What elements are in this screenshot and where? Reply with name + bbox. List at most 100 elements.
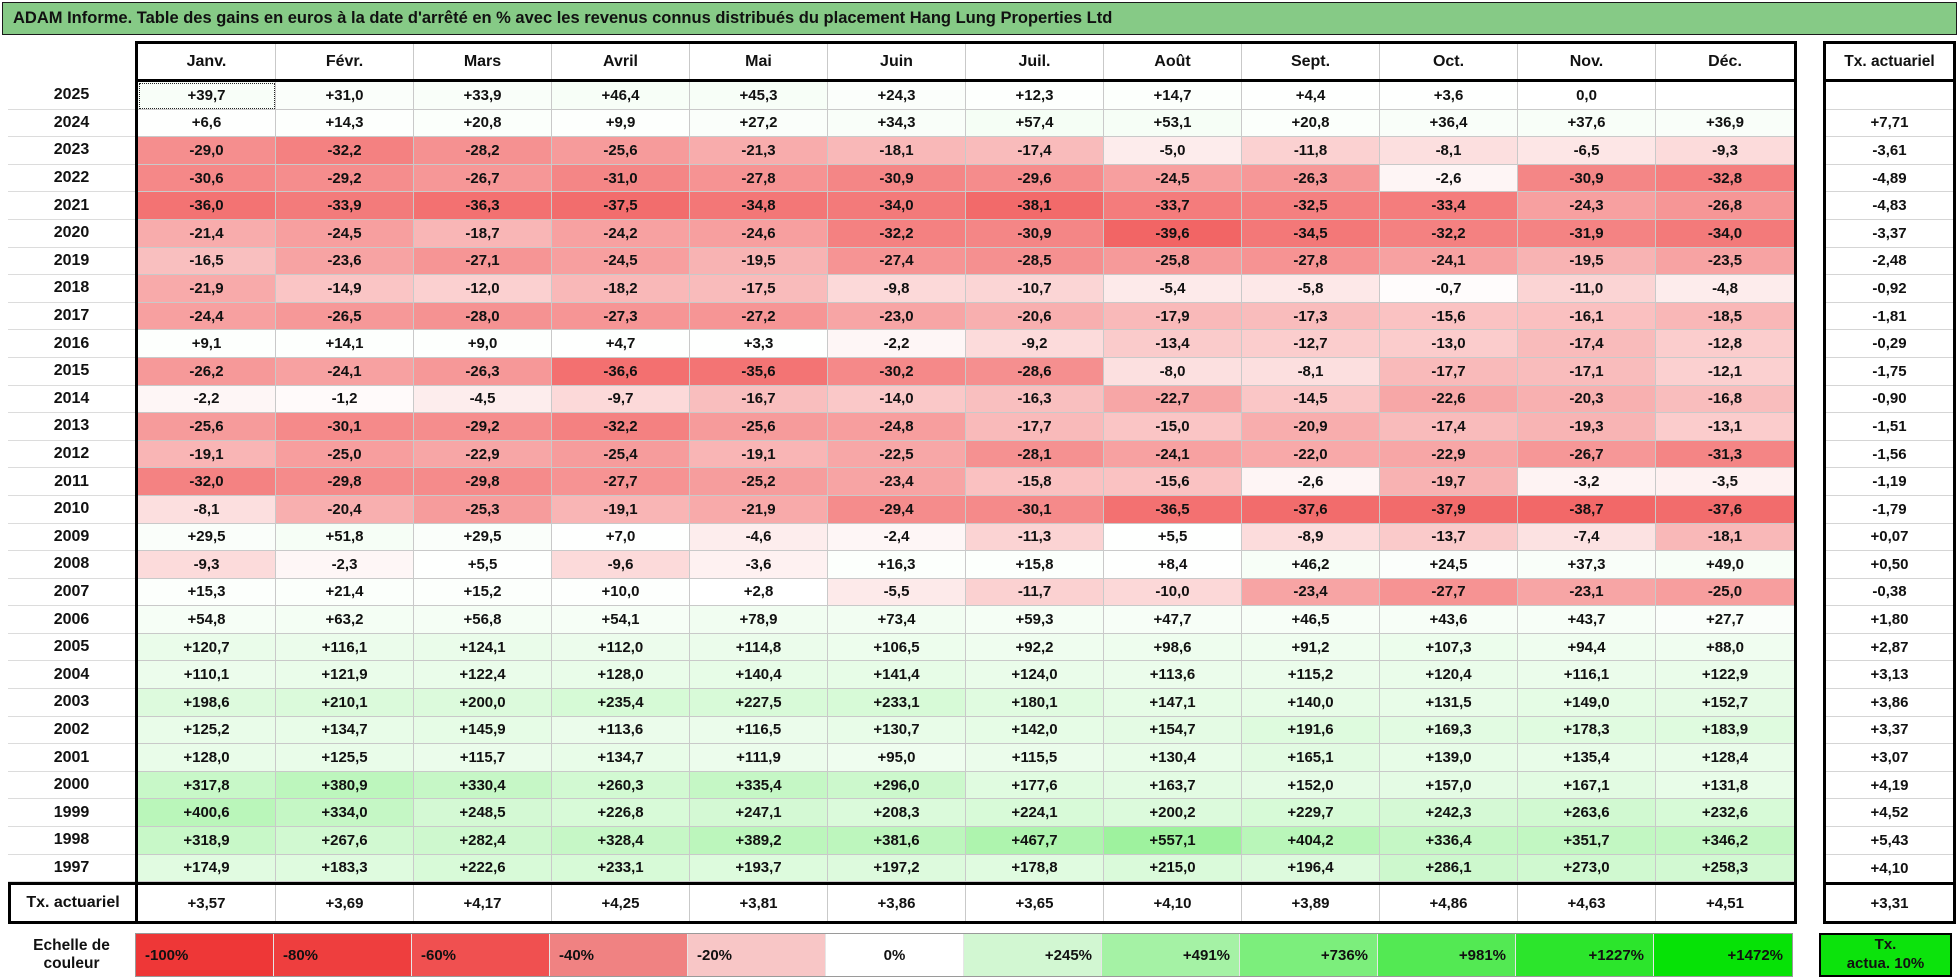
gain-cell[interactable]: -32,5: [1242, 192, 1380, 220]
gain-cell[interactable]: -27,1: [414, 247, 552, 276]
gain-cell[interactable]: -5,5: [828, 578, 966, 607]
gain-cell[interactable]: +296,0: [828, 771, 966, 800]
gain-cell[interactable]: -8,0: [1104, 357, 1242, 386]
gain-cell[interactable]: -4,6: [690, 523, 828, 552]
gain-cell[interactable]: -22,6: [1380, 385, 1518, 414]
tx-actuariel-cell[interactable]: +2,87: [1826, 634, 1953, 662]
gain-cell[interactable]: +286,1: [1380, 854, 1518, 883]
tx-actuariel-cell[interactable]: -1,79: [1826, 496, 1953, 524]
gain-cell[interactable]: +34,3: [828, 109, 966, 138]
gain-cell[interactable]: -24,1: [1104, 440, 1242, 469]
gain-cell[interactable]: +15,3: [138, 578, 276, 607]
tx-actuariel-cell[interactable]: -1,19: [1826, 468, 1953, 496]
gain-cell[interactable]: +183,3: [276, 854, 414, 883]
gain-cell[interactable]: +43,6: [1380, 606, 1518, 634]
gain-cell[interactable]: -26,7: [414, 164, 552, 193]
gain-cell[interactable]: +111,9: [690, 744, 828, 772]
gain-cell[interactable]: +122,9: [1656, 661, 1794, 690]
gain-cell[interactable]: -24,5: [1104, 164, 1242, 193]
gain-cell[interactable]: +24,5: [1380, 551, 1518, 579]
gain-cell[interactable]: +135,4: [1518, 744, 1656, 772]
gain-cell[interactable]: -16,7: [690, 385, 828, 414]
gain-cell[interactable]: +2,8: [690, 578, 828, 607]
gain-cell[interactable]: +235,4: [552, 689, 690, 717]
gain-cell[interactable]: +9,1: [138, 330, 276, 358]
gain-cell[interactable]: -15,6: [1380, 302, 1518, 331]
footer-tx-cell[interactable]: +4,86: [1380, 885, 1518, 922]
gain-cell[interactable]: +107,3: [1380, 633, 1518, 662]
gain-cell[interactable]: +37,6: [1518, 109, 1656, 138]
gain-cell[interactable]: +5,5: [1104, 523, 1242, 552]
footer-tx-cell[interactable]: +3,69: [276, 885, 414, 922]
gain-cell[interactable]: -30,1: [276, 413, 414, 441]
gain-cell[interactable]: -33,4: [1380, 192, 1518, 220]
tx-actuariel-cell[interactable]: -0,29: [1826, 330, 1953, 358]
gain-cell[interactable]: -2,4: [828, 523, 966, 552]
gain-cell[interactable]: -31,9: [1518, 219, 1656, 248]
gain-cell[interactable]: -2,6: [1380, 164, 1518, 193]
gain-cell[interactable]: +335,4: [690, 771, 828, 800]
gain-cell[interactable]: +128,0: [552, 661, 690, 690]
gain-cell[interactable]: +381,6: [828, 827, 966, 855]
gain-cell[interactable]: -27,8: [690, 164, 828, 193]
gain-cell[interactable]: +112,0: [552, 633, 690, 662]
gain-cell[interactable]: +12,3: [966, 82, 1104, 110]
gain-cell[interactable]: -39,6: [1104, 219, 1242, 248]
gain-cell[interactable]: -29,8: [414, 468, 552, 496]
gain-cell[interactable]: +94,4: [1518, 633, 1656, 662]
gain-cell[interactable]: -26,3: [1242, 164, 1380, 193]
gain-cell[interactable]: -19,3: [1518, 413, 1656, 441]
gain-cell[interactable]: +9,0: [414, 330, 552, 358]
gain-cell[interactable]: -25,6: [552, 137, 690, 165]
gain-cell[interactable]: -23,1: [1518, 578, 1656, 607]
gain-cell[interactable]: -24,4: [138, 302, 276, 331]
gain-cell[interactable]: -30,2: [828, 357, 966, 386]
gain-cell[interactable]: -3,2: [1518, 468, 1656, 496]
gain-cell[interactable]: +196,4: [1242, 854, 1380, 883]
gain-cell[interactable]: +163,7: [1104, 771, 1242, 800]
gain-cell[interactable]: +145,9: [414, 716, 552, 745]
gain-cell[interactable]: +116,5: [690, 716, 828, 745]
gain-cell[interactable]: -27,4: [828, 247, 966, 276]
gain-cell[interactable]: -29,2: [414, 413, 552, 441]
gain-cell[interactable]: +63,2: [276, 606, 414, 634]
gain-cell[interactable]: +131,8: [1656, 771, 1794, 800]
gain-cell[interactable]: -19,1: [690, 440, 828, 469]
gain-cell[interactable]: +49,0: [1656, 551, 1794, 579]
gain-cell[interactable]: -16,8: [1656, 385, 1794, 414]
gain-cell[interactable]: +215,0: [1104, 854, 1242, 883]
gain-cell[interactable]: -37,5: [552, 192, 690, 220]
gain-cell[interactable]: +330,4: [414, 771, 552, 800]
gain-cell[interactable]: -2,2: [138, 385, 276, 414]
gain-cell[interactable]: -5,4: [1104, 275, 1242, 303]
gain-cell[interactable]: +27,2: [690, 109, 828, 138]
gain-cell[interactable]: -21,9: [690, 495, 828, 524]
gain-cell[interactable]: -13,0: [1380, 330, 1518, 358]
gain-cell[interactable]: +130,7: [828, 716, 966, 745]
footer-tx-cell[interactable]: +4,51: [1706, 894, 1744, 912]
gain-cell[interactable]: +113,6: [552, 716, 690, 745]
gain-cell[interactable]: -11,0: [1518, 275, 1656, 303]
gain-cell[interactable]: -28,5: [966, 247, 1104, 276]
gain-cell[interactable]: +4,4: [1242, 82, 1380, 110]
gain-cell[interactable]: -34,8: [690, 192, 828, 220]
gain-cell[interactable]: +9,9: [552, 109, 690, 138]
tx-actuariel-cell[interactable]: -3,61: [1826, 137, 1953, 165]
footer-tx-cell[interactable]: +4,25: [552, 885, 690, 922]
gain-cell[interactable]: +247,1: [690, 799, 828, 828]
gain-cell[interactable]: -27,7: [552, 468, 690, 496]
gain-cell[interactable]: -10,7: [966, 275, 1104, 303]
gain-cell[interactable]: -4,8: [1656, 275, 1794, 303]
gain-cell[interactable]: -25,6: [138, 413, 276, 441]
gain-cell[interactable]: +134,7: [276, 716, 414, 745]
tx-actuariel-cell[interactable]: +3,13: [1826, 661, 1953, 690]
gain-cell[interactable]: -23,4: [1242, 578, 1380, 607]
gain-cell[interactable]: -36,0: [138, 192, 276, 220]
gain-cell[interactable]: +115,2: [1242, 661, 1380, 690]
gain-cell[interactable]: +233,1: [828, 689, 966, 717]
gain-cell[interactable]: +114,8: [690, 633, 828, 662]
gain-cell[interactable]: -34,0: [828, 192, 966, 220]
gain-cell[interactable]: -26,3: [414, 357, 552, 386]
tx-actuariel-cell[interactable]: +3,07: [1826, 744, 1953, 772]
gain-cell[interactable]: -19,1: [552, 495, 690, 524]
